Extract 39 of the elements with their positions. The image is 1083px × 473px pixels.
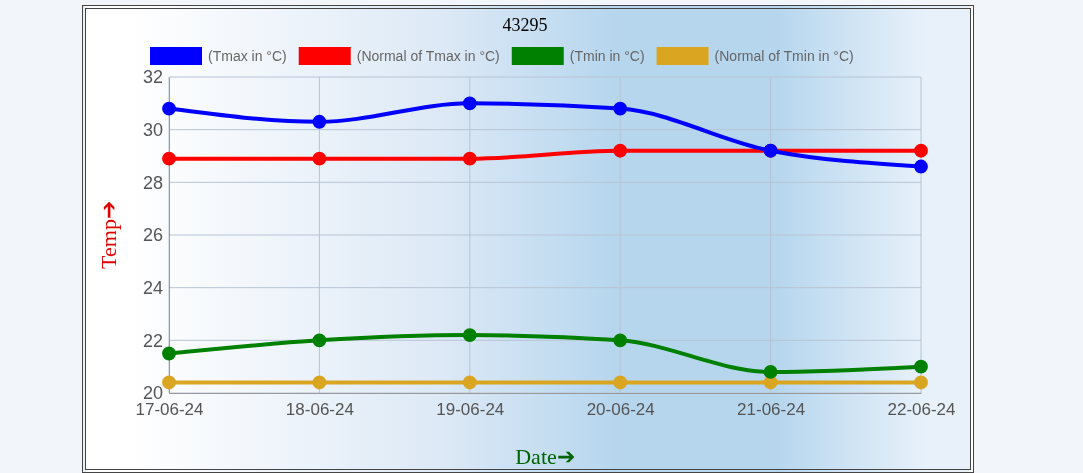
point xyxy=(312,375,327,390)
point xyxy=(162,101,176,116)
point xyxy=(914,143,928,158)
x-tick-label: 21-06-24 xyxy=(737,400,806,420)
point xyxy=(613,143,628,158)
chart-title: 43295 xyxy=(502,15,548,35)
legend-label: (Tmax in °C) xyxy=(208,48,287,64)
point xyxy=(613,333,628,348)
point xyxy=(613,101,628,116)
point xyxy=(914,375,928,390)
point xyxy=(162,375,176,390)
x-tick-label: 18-06-24 xyxy=(285,400,354,420)
y-tick-label: 30 xyxy=(142,119,163,140)
y-tick-label: 28 xyxy=(142,172,163,193)
x-tick-label: 20-06-24 xyxy=(586,400,655,420)
x-axis-title: Date➔ xyxy=(515,444,575,469)
point xyxy=(914,359,928,374)
point xyxy=(162,151,176,166)
point xyxy=(914,159,928,174)
point xyxy=(312,151,327,166)
point xyxy=(613,375,628,390)
point xyxy=(312,114,327,129)
y-tick-label: 24 xyxy=(142,277,163,298)
y-tick-label: 26 xyxy=(142,225,163,246)
legend-label: (Normal of Tmin in °C) xyxy=(714,48,854,64)
y-tick-label: 32 xyxy=(142,67,163,88)
point xyxy=(312,333,327,348)
legend-label: (Normal of Tmax in °C) xyxy=(356,48,500,64)
x-tick-label: 19-06-24 xyxy=(436,400,505,420)
x-tick-label: 22-06-24 xyxy=(887,400,956,420)
legend-label: (Tmin in °C) xyxy=(569,48,645,64)
point xyxy=(462,375,477,390)
point xyxy=(462,96,477,111)
y-axis-title: Temp➔ xyxy=(96,201,121,269)
point xyxy=(763,365,778,379)
point xyxy=(462,151,477,166)
point xyxy=(162,346,176,361)
point xyxy=(462,328,477,342)
y-tick-label: 22 xyxy=(142,330,163,351)
